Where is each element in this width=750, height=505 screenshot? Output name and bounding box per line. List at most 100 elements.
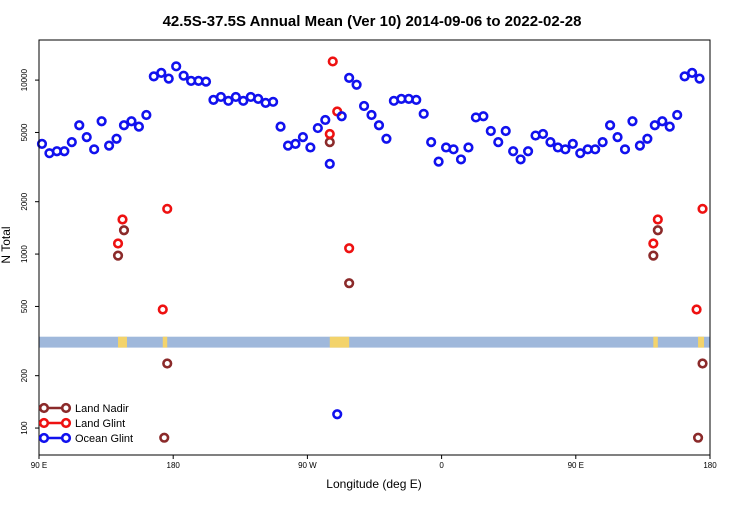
data-point <box>697 358 708 369</box>
data-point <box>332 409 343 420</box>
data-point <box>373 120 385 131</box>
data-point <box>66 137 77 148</box>
data-point <box>253 93 264 104</box>
ocean-band <box>39 336 710 348</box>
data-point <box>508 146 519 157</box>
data-point <box>171 61 182 72</box>
data-point <box>117 214 128 225</box>
data-point <box>642 133 653 144</box>
legend-label: Ocean Glint <box>75 433 133 445</box>
data-point <box>560 144 571 155</box>
data-point <box>324 158 335 169</box>
data-point <box>162 203 173 214</box>
series-ocean-glint <box>36 61 705 420</box>
plot-frame <box>38 39 711 456</box>
x-tick-label: 90 W <box>298 461 317 470</box>
legend-marker <box>38 432 50 444</box>
data-point <box>627 116 638 127</box>
land-band-segment <box>162 336 168 348</box>
legend-item: Land Nadir <box>38 402 129 415</box>
x-tick-label: 90 E <box>31 461 47 470</box>
data-point <box>275 121 286 132</box>
data-point <box>118 120 130 131</box>
data-point <box>485 125 496 137</box>
y-tick-label: 2000 <box>20 192 29 210</box>
chart-title: 42.5S-37.5S Annual Mean (Ver 10) 2014-09… <box>163 13 582 30</box>
data-point <box>59 146 70 157</box>
data-point <box>156 67 167 78</box>
data-point <box>126 116 137 127</box>
legend-label: Land Nadir <box>75 403 129 415</box>
data-point <box>159 432 170 443</box>
data-point <box>178 70 189 81</box>
data-point <box>687 67 698 78</box>
data-point <box>619 144 631 155</box>
data-point <box>597 137 608 148</box>
x-tick-label: 0 <box>439 461 444 470</box>
data-point <box>537 128 549 140</box>
data-point <box>96 116 107 127</box>
data-point <box>305 142 316 153</box>
data-point <box>652 225 663 236</box>
data-point <box>200 76 212 87</box>
data-point <box>133 121 145 132</box>
data-point <box>672 109 683 121</box>
data-point <box>81 132 92 143</box>
data-point <box>604 120 616 131</box>
legend-item: Land Glint <box>38 417 125 430</box>
x-tick-label: 180 <box>167 461 181 470</box>
data-point <box>74 120 85 131</box>
data-point <box>297 132 309 143</box>
data-point <box>324 137 335 148</box>
land-band-segment <box>118 336 127 348</box>
data-point <box>141 109 152 121</box>
x-axis-label: Longitude (deg E) <box>326 477 421 491</box>
data-point <box>223 95 234 106</box>
data-point <box>112 250 124 261</box>
land-band-segment <box>698 336 705 348</box>
data-point <box>433 156 444 167</box>
data-point <box>89 144 100 155</box>
data-point <box>351 79 362 90</box>
data-point <box>652 214 663 225</box>
legend-marker <box>60 417 72 429</box>
legend-marker <box>60 432 72 444</box>
data-point <box>336 111 347 122</box>
data-point <box>697 203 708 214</box>
data-point <box>344 72 355 83</box>
data-point <box>649 120 660 131</box>
coverage-band <box>39 336 710 348</box>
data-point <box>418 108 429 119</box>
y-tick-label: 1000 <box>20 245 29 263</box>
data-point <box>366 109 377 121</box>
data-points <box>36 56 708 443</box>
data-point <box>358 100 370 112</box>
data-point <box>694 73 705 84</box>
data-point <box>290 138 301 149</box>
data-point <box>522 146 534 157</box>
data-point <box>612 132 623 143</box>
y-tick-label: 10000 <box>20 68 29 91</box>
data-point <box>162 358 173 369</box>
data-point <box>648 250 659 261</box>
data-point <box>426 137 437 148</box>
y-tick-label: 200 <box>20 368 29 382</box>
data-point <box>268 96 279 107</box>
y-tick-label: 100 <box>20 421 29 435</box>
legend-item: Ocean Glint <box>38 432 133 445</box>
data-point <box>691 304 702 315</box>
x-tick-label: 90 E <box>568 461 584 470</box>
data-point <box>381 133 392 144</box>
land-band-segment <box>329 336 350 348</box>
data-point <box>324 128 335 140</box>
data-point <box>692 432 704 443</box>
legend-label: Land Glint <box>75 418 125 430</box>
data-point <box>545 137 556 148</box>
data-point <box>344 243 355 254</box>
data-point <box>515 154 526 165</box>
data-point <box>463 142 474 153</box>
legend-marker <box>38 417 50 429</box>
axes: 100 200 500 1000 2000 5000 10000 90 E 180 90 W 0 90… <box>20 68 717 470</box>
data-point <box>634 140 646 151</box>
